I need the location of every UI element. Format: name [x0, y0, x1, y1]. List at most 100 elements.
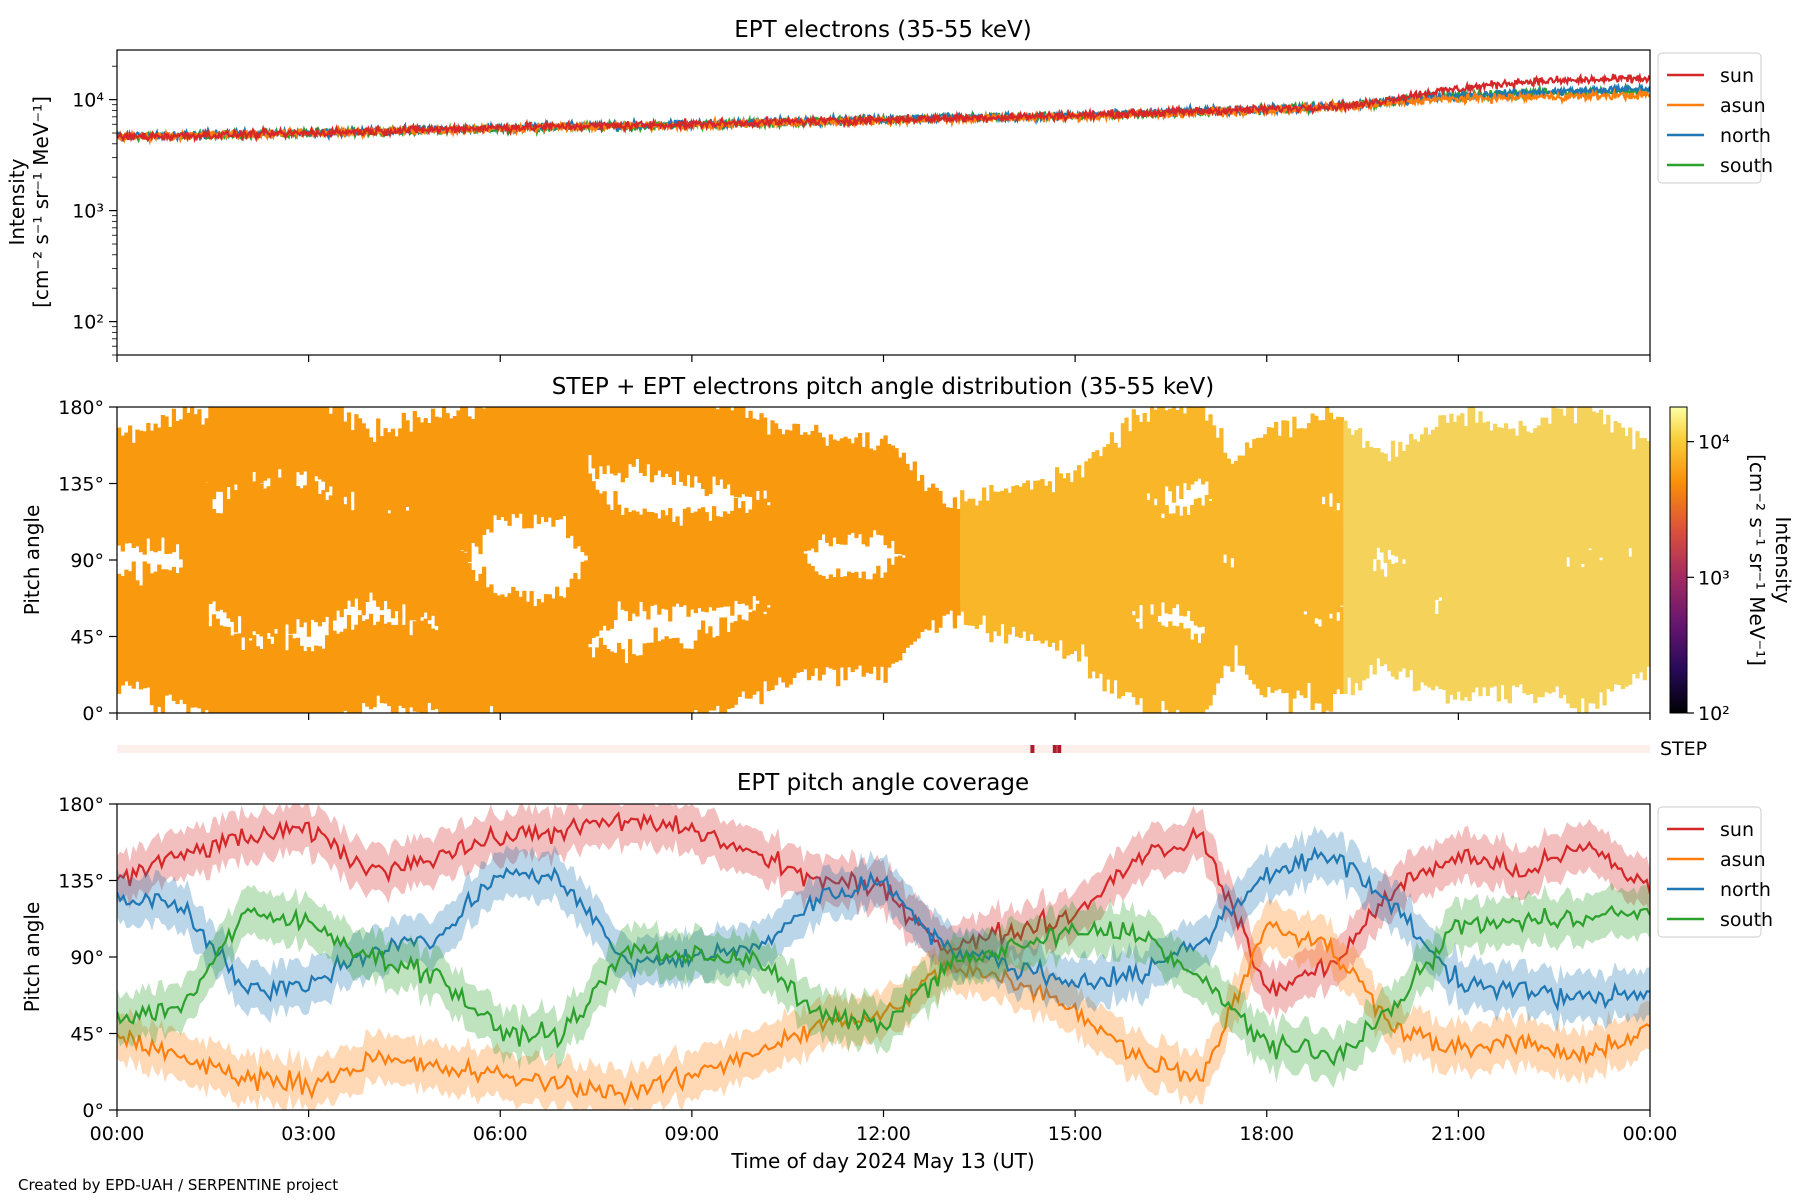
- pad-cell: [1080, 477, 1085, 540]
- pad-cell: [638, 407, 644, 473]
- pad-cell: [1084, 461, 1089, 558]
- pad-cell: [314, 407, 319, 477]
- pad-cell: [1040, 479, 1045, 571]
- pad-cell: [1270, 489, 1275, 565]
- pad-cell: [1149, 614, 1155, 713]
- pad-cell: [1255, 506, 1261, 586]
- pad-cell: [1394, 456, 1399, 536]
- pad-cell: [825, 445, 830, 522]
- pad-cell: [1168, 518, 1173, 609]
- pad-cell: [1135, 415, 1140, 500]
- pad-cell: [120, 435, 125, 536]
- pad-cell: [288, 407, 293, 486]
- pad-cell: [598, 493, 604, 575]
- pad-cell: [1175, 505, 1180, 599]
- pad-cell: [1095, 536, 1100, 631]
- pad-cell: [456, 487, 461, 562]
- pad-cell: [697, 515, 702, 609]
- pad-cell: [693, 407, 698, 477]
- pad-cell: [664, 636, 669, 713]
- pad-cell: [1628, 427, 1633, 523]
- pad-cell: [445, 627, 450, 713]
- coverage-x-ticks: 00:00 03:00 06:00 09:00 12:00 15:00 18:00 21:00…: [90, 1110, 1677, 1145]
- pad-cell: [1201, 633, 1206, 713]
- pad-cell: [1120, 423, 1126, 518]
- pad-cell: [631, 510, 636, 591]
- pad-cell: [1077, 549, 1082, 625]
- pad-cell: [1201, 505, 1206, 589]
- pad-cell: [1383, 576, 1388, 665]
- pad-cell: [628, 639, 633, 713]
- pad-cell: [1310, 413, 1315, 512]
- pad-cell: [164, 569, 169, 659]
- pad-cell: [901, 557, 907, 643]
- pad-cell: [576, 407, 582, 488]
- pad-cell: [266, 486, 271, 560]
- pad-cell: [1562, 553, 1567, 637]
- pad-cell: [1336, 511, 1341, 604]
- pad-cell: [500, 407, 505, 490]
- pad-cell: [1533, 559, 1538, 642]
- pad-cell: [1591, 607, 1596, 704]
- pad-cell: [500, 594, 505, 683]
- x-tick-label: 03:00: [281, 1123, 336, 1145]
- pad-cell: [1540, 468, 1545, 566]
- pad-cell: [146, 563, 151, 663]
- pad-cell: [1529, 433, 1534, 507]
- pad-cell: [1157, 502, 1162, 593]
- pad-cell: [1536, 551, 1542, 650]
- pad-cell: [1055, 534, 1060, 630]
- pad-cell: [1507, 479, 1512, 565]
- pad-cell: [1029, 489, 1034, 566]
- pad-cell: [752, 418, 757, 512]
- pad-cell: [1128, 431, 1133, 507]
- pad-cell: [1558, 612, 1564, 699]
- pad-cell: [1164, 505, 1169, 598]
- pad-cell: [168, 570, 173, 646]
- pad-cell: [1474, 484, 1480, 574]
- pad-cell: [785, 429, 790, 504]
- pad-cell: [960, 490, 965, 595]
- pad-cell: [1613, 557, 1618, 644]
- pad-cell: [1212, 495, 1217, 569]
- pad-cell: [843, 436, 848, 539]
- pad-cell: [321, 490, 326, 578]
- pad-cell: [376, 508, 381, 592]
- pad-cell: [814, 424, 819, 538]
- pad-cell: [306, 647, 312, 713]
- pad-cell: [1595, 412, 1600, 502]
- pad-cell: [1588, 622, 1593, 704]
- pad-cell: [628, 407, 633, 465]
- pad-cell: [1047, 481, 1053, 567]
- pad-cell: [573, 649, 578, 713]
- pad-cell: [868, 579, 874, 674]
- pad-cell: [872, 573, 877, 667]
- pad-cell: [759, 589, 764, 705]
- pad-cell: [580, 474, 585, 553]
- pad-cell: [295, 407, 301, 473]
- pad-cell: [569, 578, 574, 682]
- pad-cell: [153, 599, 158, 713]
- pad-cell: [533, 407, 538, 478]
- pad-cell: [179, 472, 184, 560]
- pad-cell: [244, 552, 250, 638]
- pad-cell: [394, 436, 399, 504]
- pad-cell: [1350, 496, 1355, 587]
- pad-cell: [270, 643, 275, 713]
- pad-cell: [1248, 447, 1253, 538]
- pad-cell: [482, 446, 487, 535]
- pad-cell: [233, 407, 239, 485]
- pad-cell: [1182, 413, 1188, 484]
- pad-cell: [503, 407, 509, 479]
- pad-cell: [580, 407, 585, 478]
- pad-cell: [138, 612, 144, 690]
- pad-cell: [1493, 423, 1498, 510]
- pad-cell: [266, 638, 271, 713]
- pad-cell: [847, 438, 852, 535]
- pad-cell: [883, 572, 888, 646]
- pad-cell: [821, 583, 826, 675]
- pad-cell: [430, 498, 436, 589]
- pad-cell: [551, 641, 556, 713]
- pad-cell: [1186, 407, 1191, 490]
- pad-cell: [1193, 633, 1199, 713]
